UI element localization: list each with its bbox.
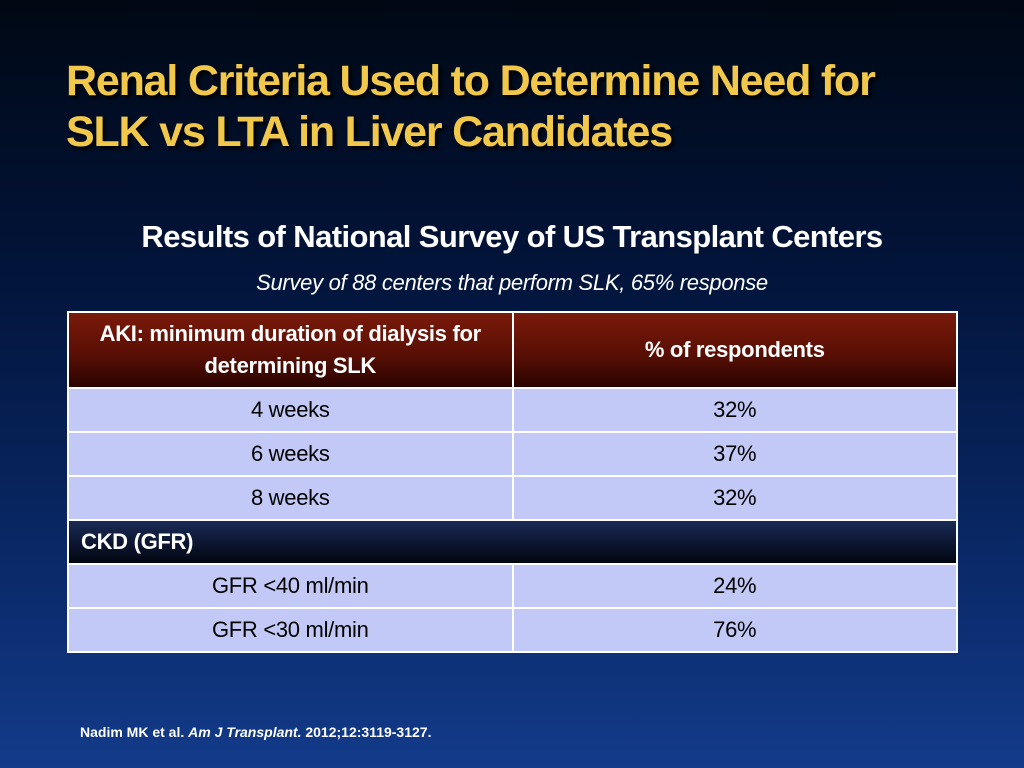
table-row: GFR <40 ml/min 24% xyxy=(67,563,958,609)
ckd-section-row: CKD (GFR) xyxy=(67,519,958,565)
table-row: 4 weeks 32% xyxy=(67,387,958,433)
table-row: 6 weeks 37% xyxy=(67,431,958,477)
criterion-cell: GFR <40 ml/min xyxy=(67,563,514,609)
percent-cell: 37% xyxy=(511,431,958,477)
criterion-cell: 4 weeks xyxy=(67,387,514,433)
criterion-cell: GFR <30 ml/min xyxy=(67,607,514,653)
citation-journal: Am J Transplant. xyxy=(188,724,302,740)
survey-results-table: AKI: minimum duration of dialysis for de… xyxy=(67,311,958,653)
slide-title-line-1: Renal Criteria Used to Determine Need fo… xyxy=(66,57,876,105)
table-row: GFR <30 ml/min 76% xyxy=(67,607,958,653)
ckd-section-label: CKD (GFR) xyxy=(67,519,958,565)
citation-details: 2012;12:3119-3127. xyxy=(305,724,432,740)
citation: Nadim MK et al. Am J Transplant. 2012;12… xyxy=(80,724,431,740)
slide-title: Renal Criteria Used to Determine Need fo… xyxy=(66,56,966,158)
table-header-row: AKI: minimum duration of dialysis for de… xyxy=(67,311,958,389)
percent-cell: 24% xyxy=(511,563,958,609)
citation-authors: Nadim MK et al. xyxy=(80,724,185,740)
survey-caption: Survey of 88 centers that perform SLK, 6… xyxy=(256,270,768,295)
slide-subtitle: Results of National Survey of US Transpl… xyxy=(141,219,883,254)
criterion-cell: 6 weeks xyxy=(67,431,514,477)
percent-cell: 32% xyxy=(511,475,958,521)
slide-title-line-2: SLK vs LTA in Liver Candidates xyxy=(66,108,673,156)
percent-cell: 32% xyxy=(511,387,958,433)
header-percent-respondents: % of respondents xyxy=(511,311,958,389)
criterion-cell: 8 weeks xyxy=(67,475,514,521)
percent-cell: 76% xyxy=(511,607,958,653)
table-row: 8 weeks 32% xyxy=(67,475,958,521)
header-aki-criterion: AKI: minimum duration of dialysis for de… xyxy=(67,311,514,389)
